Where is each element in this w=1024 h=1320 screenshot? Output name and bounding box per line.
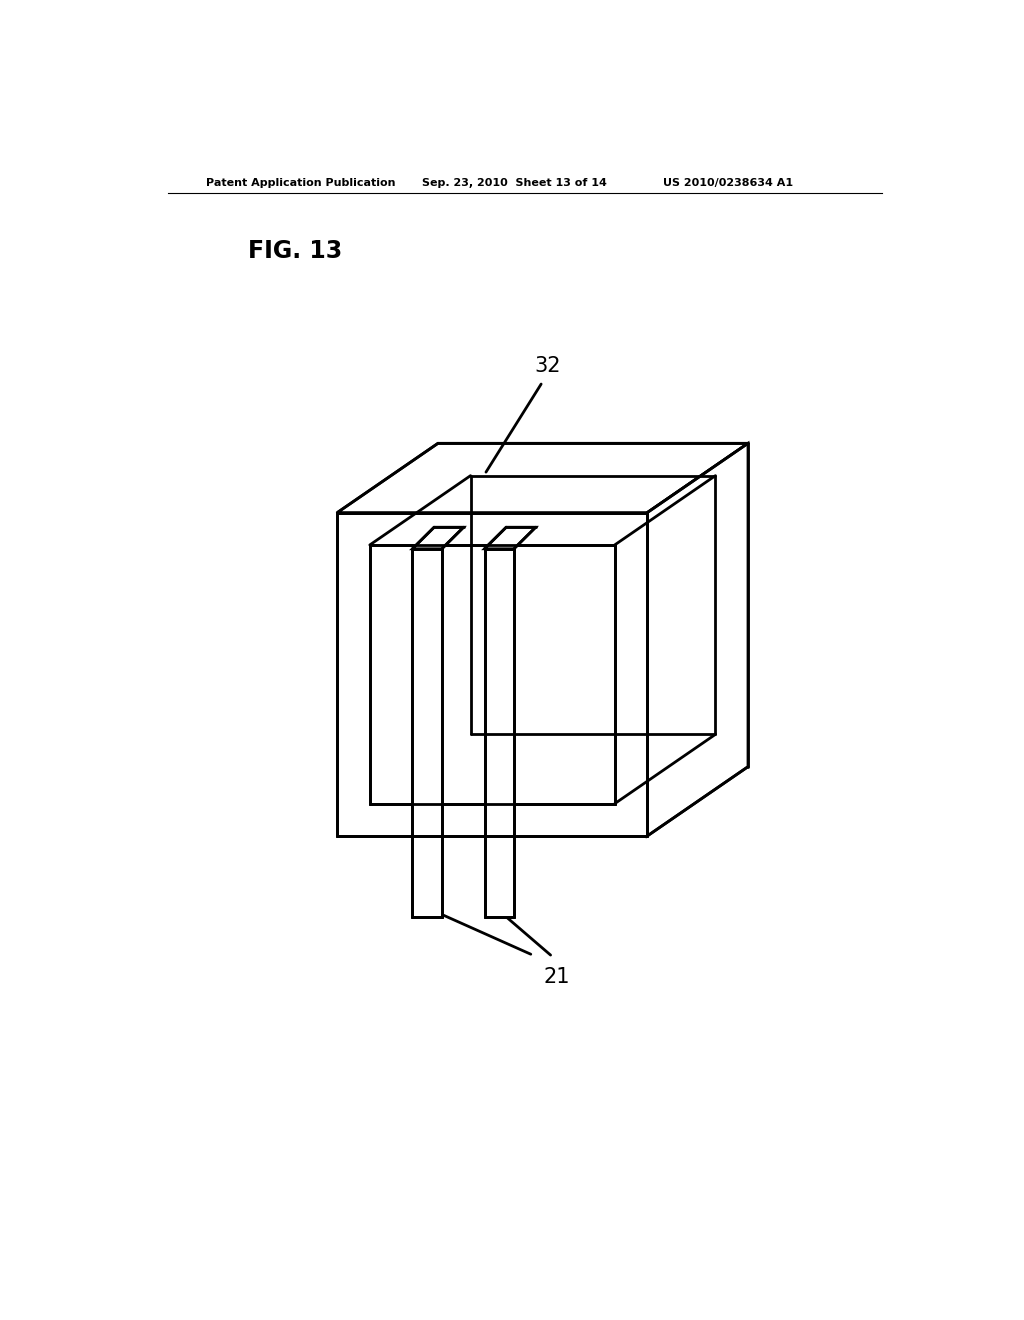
Polygon shape xyxy=(370,545,614,804)
Polygon shape xyxy=(413,527,464,549)
Text: US 2010/0238634 A1: US 2010/0238634 A1 xyxy=(663,178,793,187)
Polygon shape xyxy=(484,549,514,917)
Text: FIG. 13: FIG. 13 xyxy=(248,239,342,263)
Text: Sep. 23, 2010  Sheet 13 of 14: Sep. 23, 2010 Sheet 13 of 14 xyxy=(423,178,607,187)
Text: 32: 32 xyxy=(535,355,561,376)
Polygon shape xyxy=(484,527,536,549)
Polygon shape xyxy=(337,512,647,836)
Polygon shape xyxy=(647,444,748,836)
Text: Patent Application Publication: Patent Application Publication xyxy=(206,178,395,187)
Polygon shape xyxy=(413,549,442,917)
Text: 21: 21 xyxy=(544,966,569,987)
Polygon shape xyxy=(337,444,748,512)
